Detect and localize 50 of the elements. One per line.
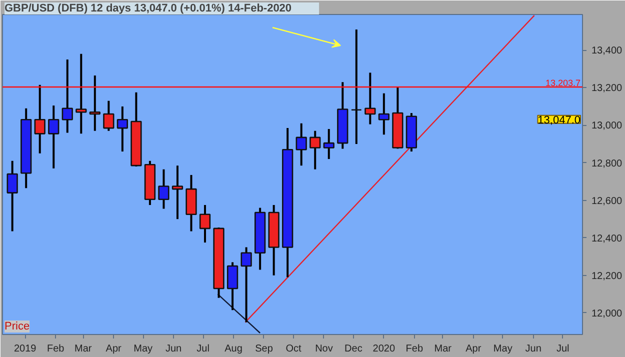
ref-line-label: 13,203.7 — [545, 78, 581, 88]
y-tick-label: 13,200 — [592, 83, 623, 94]
y-tick-label: 12,400 — [592, 233, 623, 244]
x-tick-label: Sep — [255, 344, 274, 354]
candlestick — [62, 58, 73, 134]
candlestick — [378, 92, 390, 136]
candlestick — [364, 72, 376, 126]
x-tick-label: Apr — [106, 344, 122, 354]
x-tick-label: Nov — [315, 344, 333, 354]
candlestick — [89, 74, 100, 132]
candlestick — [6, 160, 18, 232]
candlestick — [48, 104, 60, 170]
x-tick-label: 2020 — [372, 344, 396, 354]
y-tick-label: 12,800 — [592, 158, 623, 170]
annotation: 13,047.0 — [538, 114, 581, 126]
x-tick-label: Feb — [46, 344, 65, 354]
candlestick — [323, 128, 334, 160]
y-tick-label: 12,200 — [592, 270, 623, 282]
candlestick — [199, 204, 211, 244]
candlestick — [76, 52, 87, 135]
x-tick-label: Oct — [286, 344, 302, 354]
y-tick-label: 12,000 — [592, 308, 623, 320]
y-tick-label: 13,400 — [592, 46, 623, 57]
y-tick-label: 12,600 — [592, 196, 623, 207]
x-tick-label: 2019 — [14, 344, 37, 354]
x-tick-label: Jun — [525, 344, 542, 354]
candlestick — [116, 105, 128, 153]
x-tick-label: Jul — [556, 344, 570, 354]
y-tick-label: 13,000 — [592, 120, 623, 132]
x-tick-label: Apr — [466, 344, 482, 354]
candlestick — [310, 130, 321, 170]
x-tick-label: Dec — [344, 344, 362, 354]
x-tick-label: Mar — [74, 344, 92, 354]
candlestick — [350, 28, 362, 145]
candlestick — [296, 122, 307, 167]
candlestick — [172, 164, 184, 220]
x-tick-label: Feb — [406, 344, 424, 354]
candlestick — [226, 261, 238, 312]
x-tick-label: May — [134, 344, 153, 354]
candlestick — [240, 246, 252, 324]
candlestick — [158, 168, 170, 210]
candlestick — [103, 100, 114, 132]
x-tick-label: Jun — [165, 344, 182, 354]
x-tick-label: Aug — [224, 344, 242, 354]
annotation: Price — [4, 320, 30, 332]
candlestick — [34, 84, 46, 154]
chart-title: GBP/USD (DFB) 12 days 13,047.0 (+0.01%) 14-Feb-2020 — [4, 2, 292, 14]
x-tick-label: Mar — [434, 344, 452, 354]
x-tick-label: May — [493, 344, 512, 354]
x-tick-label: Jul — [196, 344, 210, 354]
